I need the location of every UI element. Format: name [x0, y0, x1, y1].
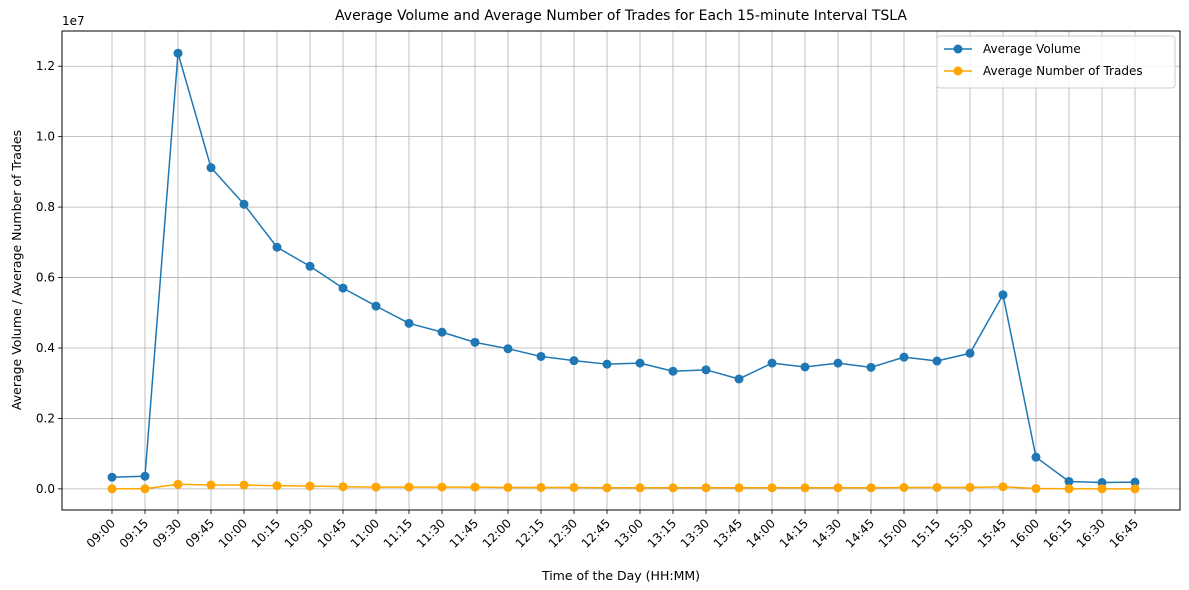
data-point-average-volume — [602, 359, 612, 369]
data-point-average-volume — [932, 356, 942, 366]
y-tick-label: 0.8 — [36, 200, 55, 214]
data-point-average-volume — [1064, 476, 1074, 486]
data-point-average-number-of-trades — [998, 482, 1008, 492]
chart-title: Average Volume and Average Number of Tra… — [335, 8, 907, 24]
data-point-average-volume — [965, 348, 975, 358]
data-point-average-volume — [206, 163, 216, 173]
plot-frame — [61, 30, 1181, 511]
data-point-average-number-of-trades — [800, 483, 810, 493]
data-point-average-number-of-trades — [140, 484, 150, 494]
series-line-average-number-of-trades — [111, 483, 1135, 490]
data-point-average-number-of-trades — [635, 483, 645, 493]
series-line-average-volume — [111, 52, 1136, 484]
data-point-average-volume — [1130, 477, 1140, 487]
data-point-average-number-of-trades — [503, 482, 513, 492]
data-point-average-volume — [899, 352, 909, 362]
y-offset-text: 1e7 — [62, 14, 85, 28]
data-point-average-volume — [866, 362, 876, 372]
data-point-average-number-of-trades — [206, 480, 216, 490]
data-point-average-volume — [305, 261, 315, 271]
legend-marker-average-trades — [953, 66, 963, 76]
y-tick-label: 1.0 — [36, 130, 55, 144]
data-point-average-number-of-trades — [1097, 484, 1107, 494]
data-point-average-number-of-trades — [569, 482, 579, 492]
data-point-average-number-of-trades — [272, 481, 282, 491]
y-tick-label: 0.0 — [36, 482, 55, 496]
data-point-average-number-of-trades — [1130, 484, 1140, 494]
data-point-average-volume — [404, 318, 414, 328]
data-point-average-number-of-trades — [833, 483, 843, 493]
y-tick-label: 1.2 — [36, 59, 55, 73]
data-point-average-number-of-trades — [404, 482, 414, 492]
data-point-average-volume — [272, 242, 282, 252]
data-point-average-number-of-trades — [107, 484, 117, 494]
data-point-average-volume — [503, 344, 513, 354]
data-point-average-volume — [767, 358, 777, 368]
data-point-average-number-of-trades — [602, 483, 612, 493]
legend-marker-average-volume — [953, 44, 963, 54]
data-point-average-volume — [800, 362, 810, 372]
data-point-average-volume — [635, 358, 645, 368]
data-point-average-number-of-trades — [899, 482, 909, 492]
data-point-average-volume — [668, 366, 678, 376]
data-point-average-volume — [437, 327, 447, 337]
legend-label-average-volume: Average Volume — [983, 42, 1081, 56]
data-point-average-number-of-trades — [1031, 484, 1041, 494]
legend-label-average-trades: Average Number of Trades — [983, 64, 1143, 78]
y-tick-label: 0.4 — [36, 341, 55, 355]
data-point-average-number-of-trades — [932, 482, 942, 492]
legend: Average Volume Average Number of Trades — [936, 35, 1176, 89]
data-point-average-number-of-trades — [239, 480, 249, 490]
data-point-average-volume — [569, 356, 579, 366]
series-layer — [107, 48, 1140, 494]
y-axis-label: Average Volume / Average Number of Trade… — [9, 130, 24, 410]
data-point-average-volume — [470, 337, 480, 347]
data-point-average-volume — [1031, 452, 1041, 462]
x-axis-label: Time of the Day (HH:MM) — [541, 568, 700, 583]
data-point-average-volume — [536, 351, 546, 361]
y-tick-label: 0.2 — [36, 411, 55, 425]
y-tick-label: 0.6 — [36, 271, 55, 285]
legend-box — [936, 35, 1176, 89]
data-point-average-number-of-trades — [701, 483, 711, 493]
data-point-average-number-of-trades — [734, 483, 744, 493]
data-point-average-number-of-trades — [965, 482, 975, 492]
data-point-average-volume — [998, 290, 1008, 300]
data-point-average-volume — [140, 471, 150, 481]
data-point-average-number-of-trades — [338, 482, 348, 492]
data-point-average-number-of-trades — [866, 483, 876, 493]
data-point-average-volume — [239, 199, 249, 209]
data-point-average-number-of-trades — [536, 482, 546, 492]
data-point-average-number-of-trades — [437, 482, 447, 492]
data-point-average-number-of-trades — [470, 482, 480, 492]
data-point-average-volume — [338, 283, 348, 293]
data-point-average-number-of-trades — [668, 483, 678, 493]
data-point-average-volume — [1097, 478, 1107, 488]
data-point-average-volume — [371, 301, 381, 311]
data-point-average-number-of-trades — [173, 479, 183, 489]
data-point-average-number-of-trades — [767, 483, 777, 493]
data-point-average-volume — [833, 358, 843, 368]
data-point-average-volume — [734, 374, 744, 384]
data-point-average-volume — [107, 472, 117, 482]
data-point-average-number-of-trades — [371, 482, 381, 492]
grid — [62, 31, 1180, 510]
data-point-average-number-of-trades — [1064, 484, 1074, 494]
data-point-average-volume — [173, 48, 183, 58]
data-point-average-number-of-trades — [305, 481, 315, 491]
data-point-average-volume — [701, 365, 711, 375]
